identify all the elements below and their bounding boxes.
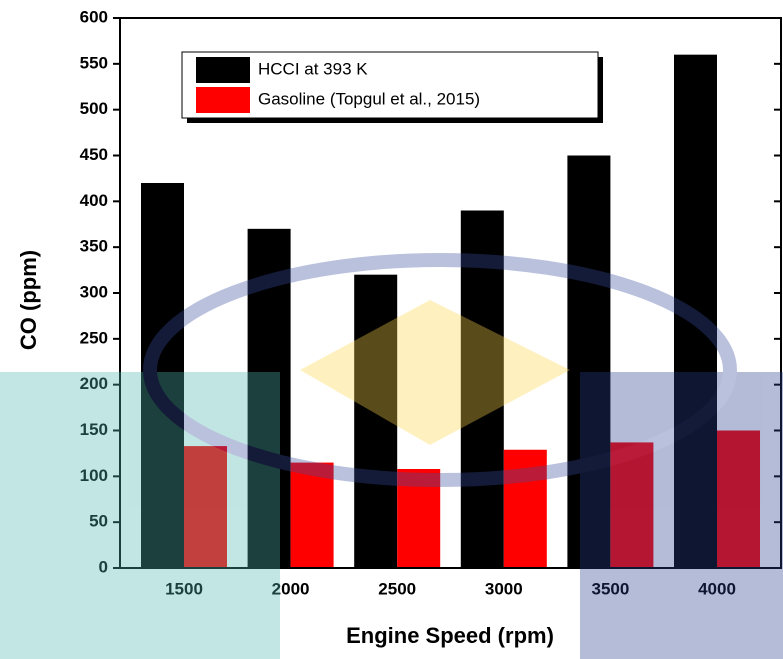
x-tick-label: 3000 <box>485 579 523 598</box>
y-axis-title: CO (ppm) <box>16 250 41 350</box>
watermark-block <box>0 372 280 659</box>
bar <box>184 446 227 568</box>
y-tick-label: 250 <box>80 328 108 347</box>
x-axis-title: Engine Speed (rpm) <box>346 623 554 648</box>
watermark-diamond <box>300 300 570 445</box>
bar <box>674 54 717 568</box>
x-tick-label: 1500 <box>165 579 203 598</box>
x-tick-label: 2000 <box>272 579 310 598</box>
legend-box <box>181 51 599 119</box>
x-tick-label: 3500 <box>591 579 629 598</box>
y-tick-label: 600 <box>80 7 108 26</box>
y-tick-label: 450 <box>80 145 108 164</box>
bar <box>397 469 441 568</box>
y-tick-label: 300 <box>80 282 108 301</box>
watermark <box>0 253 783 659</box>
y-tick-label: 550 <box>80 53 108 72</box>
plot-frame <box>119 17 782 569</box>
y-tick-label: 100 <box>80 466 108 485</box>
bar <box>247 228 291 569</box>
legend-swatch <box>196 87 250 113</box>
y-tick-label: 500 <box>80 99 108 118</box>
bar <box>460 210 504 568</box>
x-tick-label: 2500 <box>378 579 416 598</box>
bar <box>717 430 760 568</box>
legend-label: HCCI at 393 K <box>258 59 368 78</box>
watermark-block <box>580 372 783 659</box>
y-tick-label: 150 <box>80 420 108 439</box>
y-tick-label: 200 <box>80 374 108 393</box>
bar <box>610 442 654 568</box>
y-tick-label: 50 <box>89 512 108 531</box>
x-tick-label: 4000 <box>698 579 736 598</box>
bar <box>354 274 398 568</box>
bar <box>567 155 611 568</box>
y-tick-label: 0 <box>99 557 108 576</box>
bar <box>290 462 334 568</box>
legend-swatch <box>196 57 250 83</box>
legend-label: Gasoline (Topgul et al., 2015) <box>258 89 480 108</box>
watermark-ring <box>143 253 737 487</box>
bar <box>503 449 547 568</box>
y-tick-label: 350 <box>80 237 108 256</box>
bar <box>141 183 184 568</box>
y-tick-label: 400 <box>80 191 108 210</box>
